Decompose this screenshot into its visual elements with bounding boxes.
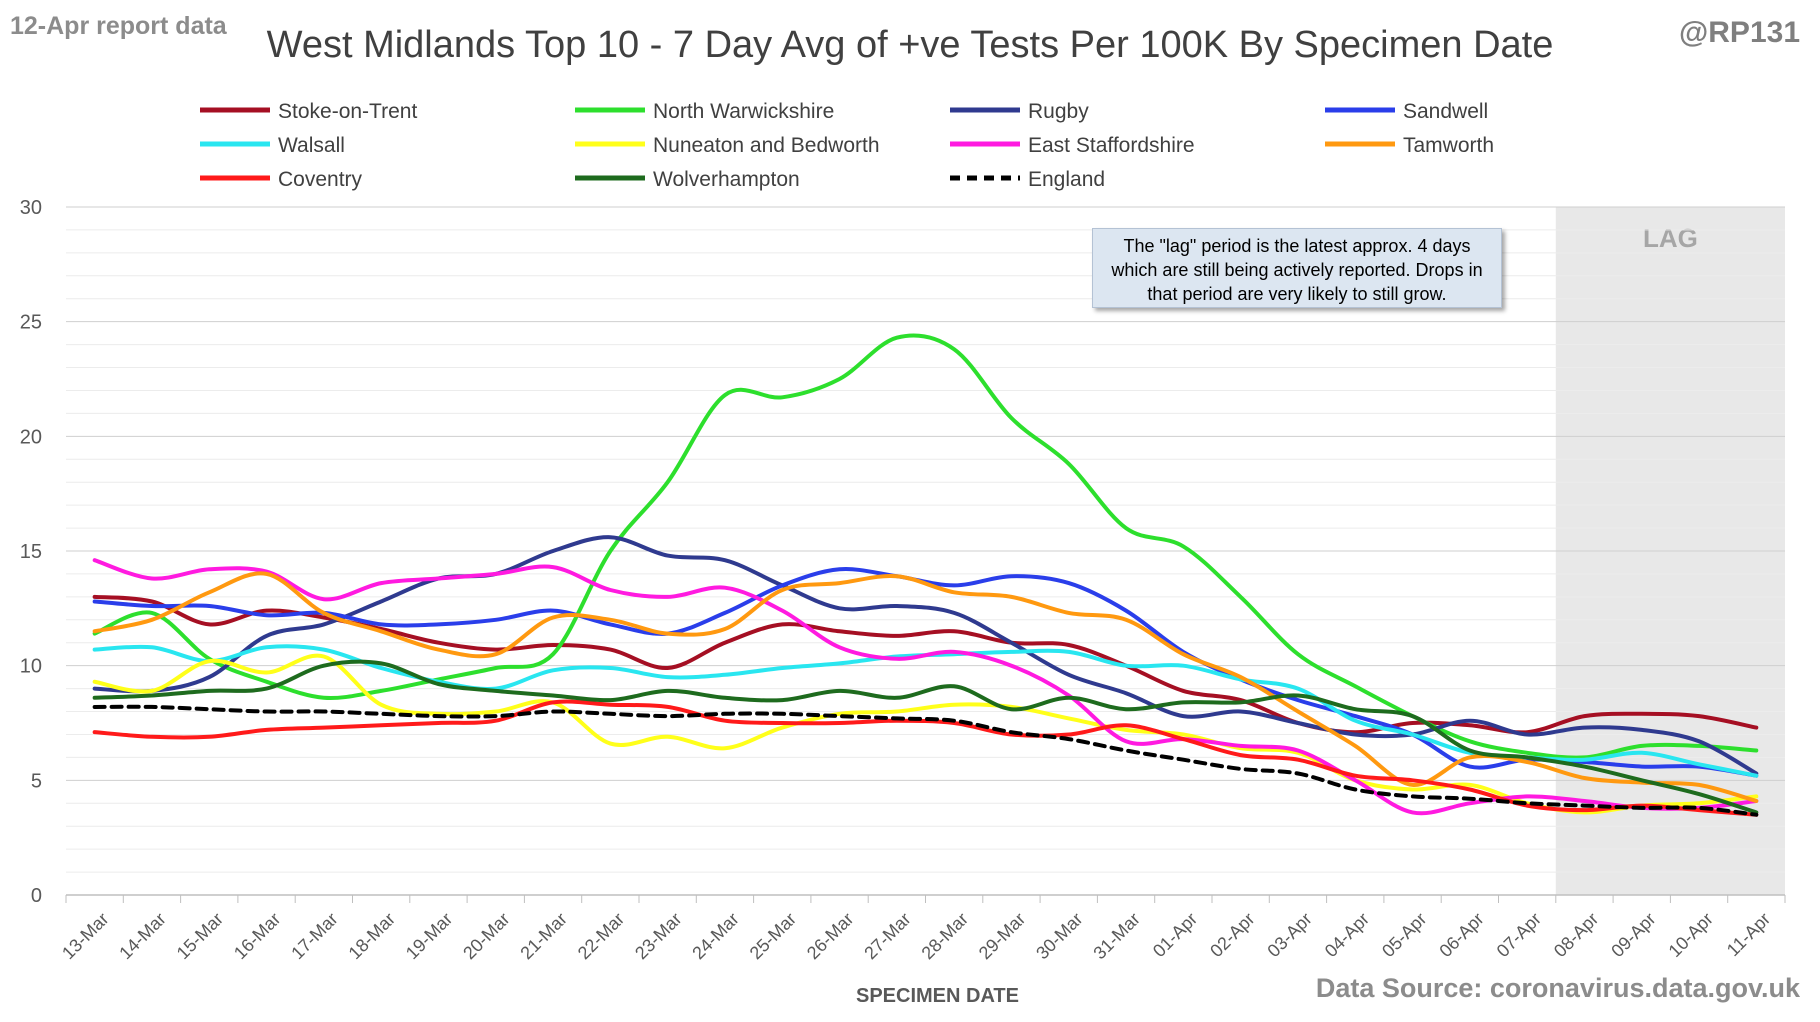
x-tick-label: 30-Mar	[1032, 909, 1086, 963]
x-tick-label: 18-Mar	[345, 909, 399, 963]
x-tick-label: 24-Mar	[688, 909, 742, 963]
series-north-warwickshire	[92, 333, 1759, 760]
x-tick-label: 27-Mar	[860, 909, 914, 963]
x-tick-label: 11-Apr	[1723, 909, 1774, 960]
legend-item-england: England	[950, 168, 1105, 191]
y-tick-label: 25	[20, 312, 42, 334]
legend-item-coventry: Coventry	[200, 168, 363, 191]
x-tick-label: 10-Apr	[1665, 909, 1717, 961]
series-line-england	[92, 704, 1759, 817]
lag-annotation-box: The "lag" period is the latest approx. 4…	[1092, 228, 1502, 308]
legend-item-sandwell: Sandwell	[1325, 100, 1488, 123]
legend-label: Tamworth	[1403, 134, 1494, 157]
legend-item-east-staffordshire: East Staffordshire	[950, 134, 1195, 157]
legend-label: Stoke-on-Trent	[278, 100, 417, 123]
x-tick-label: 05-Apr	[1378, 909, 1430, 961]
legend-item-tamworth: Tamworth	[1325, 134, 1494, 157]
x-tick-label: 02-Apr	[1206, 909, 1258, 961]
x-tick-label: 03-Apr	[1263, 909, 1315, 961]
series-east-staffordshire	[92, 558, 1759, 816]
legend-label: England	[1028, 168, 1105, 191]
y-tick-label: 5	[31, 770, 42, 792]
x-tick-label: 23-Mar	[631, 909, 685, 963]
legend-label: East Staffordshire	[1028, 134, 1195, 157]
legend-item-rugby: Rugby	[950, 100, 1089, 123]
x-tick-label: 17-Mar	[287, 909, 341, 963]
x-tick-label: 31-Mar	[1089, 909, 1143, 963]
y-tick-label: 20	[20, 426, 42, 448]
x-tick-label: 15-Mar	[173, 909, 227, 963]
x-tick-label: 07-Apr	[1493, 909, 1545, 961]
series-line-sandwell	[92, 567, 1759, 778]
y-tick-label: 0	[31, 885, 42, 907]
x-tick-label: 04-Apr	[1321, 909, 1373, 961]
report-date-label: 12-Apr report data	[10, 12, 227, 40]
x-tick-label: 09-Apr	[1607, 909, 1659, 961]
x-tick-label: 19-Mar	[402, 909, 456, 963]
x-tick-label: 21-Mar	[516, 909, 570, 963]
legend-item-stoke-on-trent: Stoke-on-Trent	[200, 100, 417, 123]
x-tick-label: 16-Mar	[230, 909, 284, 963]
x-tick-label: 14-Mar	[115, 909, 169, 963]
lag-label: LAG	[1643, 223, 1698, 253]
legend-label: Sandwell	[1403, 100, 1488, 123]
x-tick-label: 28-Mar	[918, 909, 972, 963]
x-tick-label: 26-Mar	[803, 909, 857, 963]
x-tick-label: 22-Mar	[574, 909, 628, 963]
legend-label: Rugby	[1028, 100, 1089, 123]
x-tick-label: 25-Mar	[746, 909, 800, 963]
x-tick-label: 01-Apr	[1149, 909, 1201, 961]
legend-label: Coventry	[278, 168, 363, 191]
legend-item-wolverhampton: Wolverhampton	[575, 168, 800, 191]
series-nuneaton-and-bedworth	[92, 653, 1759, 815]
y-tick-label: 15	[20, 541, 42, 563]
y-tick-label: 30	[20, 197, 42, 219]
legend-label: Wolverhampton	[653, 168, 800, 191]
series-line-wolverhampton	[92, 659, 1759, 815]
x-tick-label: 29-Mar	[975, 909, 1029, 963]
legend-label: Nuneaton and Bedworth	[653, 134, 880, 157]
chart-title: West Midlands Top 10 - 7 Day Avg of +ve …	[266, 24, 1554, 66]
legend-item-nuneaton-and-bedworth: Nuneaton and Bedworth	[575, 134, 880, 157]
author-handle: @RP131	[1679, 16, 1800, 49]
series-line-rugby	[92, 535, 1759, 776]
x-tick-label: 13-Mar	[58, 909, 112, 963]
x-tick-label: 08-Apr	[1550, 909, 1602, 961]
series-line-north-warwickshire	[92, 333, 1759, 760]
series-line-east-staffordshire	[92, 558, 1759, 816]
series-england	[92, 704, 1759, 817]
legend-item-north-warwickshire: North Warwickshire	[575, 100, 834, 123]
series-tamworth	[92, 571, 1759, 803]
legend-label: Walsall	[278, 134, 345, 157]
x-axis-title: SPECIMEN DATE	[856, 985, 1019, 1007]
x-tick-label: 20-Mar	[459, 909, 513, 963]
series-line-coventry	[92, 699, 1759, 817]
y-tick-label: 10	[20, 656, 42, 678]
legend-label: North Warwickshire	[653, 100, 834, 123]
legend-item-walsall: Walsall	[200, 134, 345, 157]
data-source-label: Data Source: coronavirus.data.gov.uk	[1315, 973, 1800, 1003]
series-wolverhampton	[92, 659, 1759, 815]
x-tick-label: 06-Apr	[1435, 909, 1487, 961]
